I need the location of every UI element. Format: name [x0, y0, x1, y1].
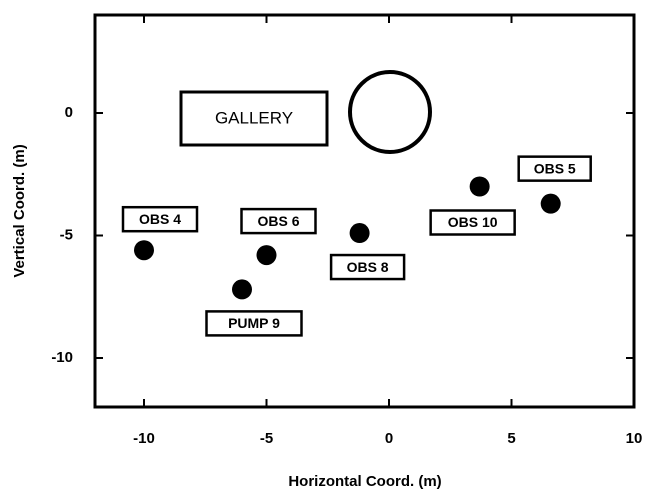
point [232, 279, 252, 300]
x-tick-label: 0 [385, 430, 393, 447]
plot-frame [93, 13, 636, 409]
point-label: OBS 8 [347, 259, 389, 275]
label-box [429, 209, 516, 236]
y-axis-label: Vertical Coord. (m) [11, 144, 28, 277]
x-axis-label: Horizontal Coord. (m) [288, 473, 441, 490]
point [134, 240, 154, 261]
label-box [517, 155, 592, 182]
y-tick-label: -10 [51, 349, 73, 366]
x-tick-label: 10 [626, 430, 643, 447]
x-tick-label: 5 [507, 430, 515, 447]
point-label: PUMP 9 [228, 315, 280, 331]
point-label: OBS 4 [139, 211, 181, 227]
y-tick-label: -5 [60, 226, 73, 243]
gallery-box [179, 90, 329, 147]
label-box [121, 205, 199, 233]
point [349, 223, 370, 244]
point-label: OBS 6 [257, 213, 299, 229]
label-box [329, 253, 406, 281]
gallery-label: GALLERY [215, 108, 293, 127]
point [540, 193, 561, 214]
point [256, 245, 277, 266]
x-tick-label: -5 [260, 430, 273, 447]
point-label: OBS 5 [534, 160, 576, 176]
point [469, 176, 490, 197]
label-box [205, 310, 303, 337]
shaft-circle [348, 70, 432, 154]
y-tick-label: 0 [65, 104, 73, 121]
point-label: OBS 10 [448, 214, 498, 230]
label-box [240, 207, 317, 235]
x-tick-label: -10 [133, 430, 155, 447]
